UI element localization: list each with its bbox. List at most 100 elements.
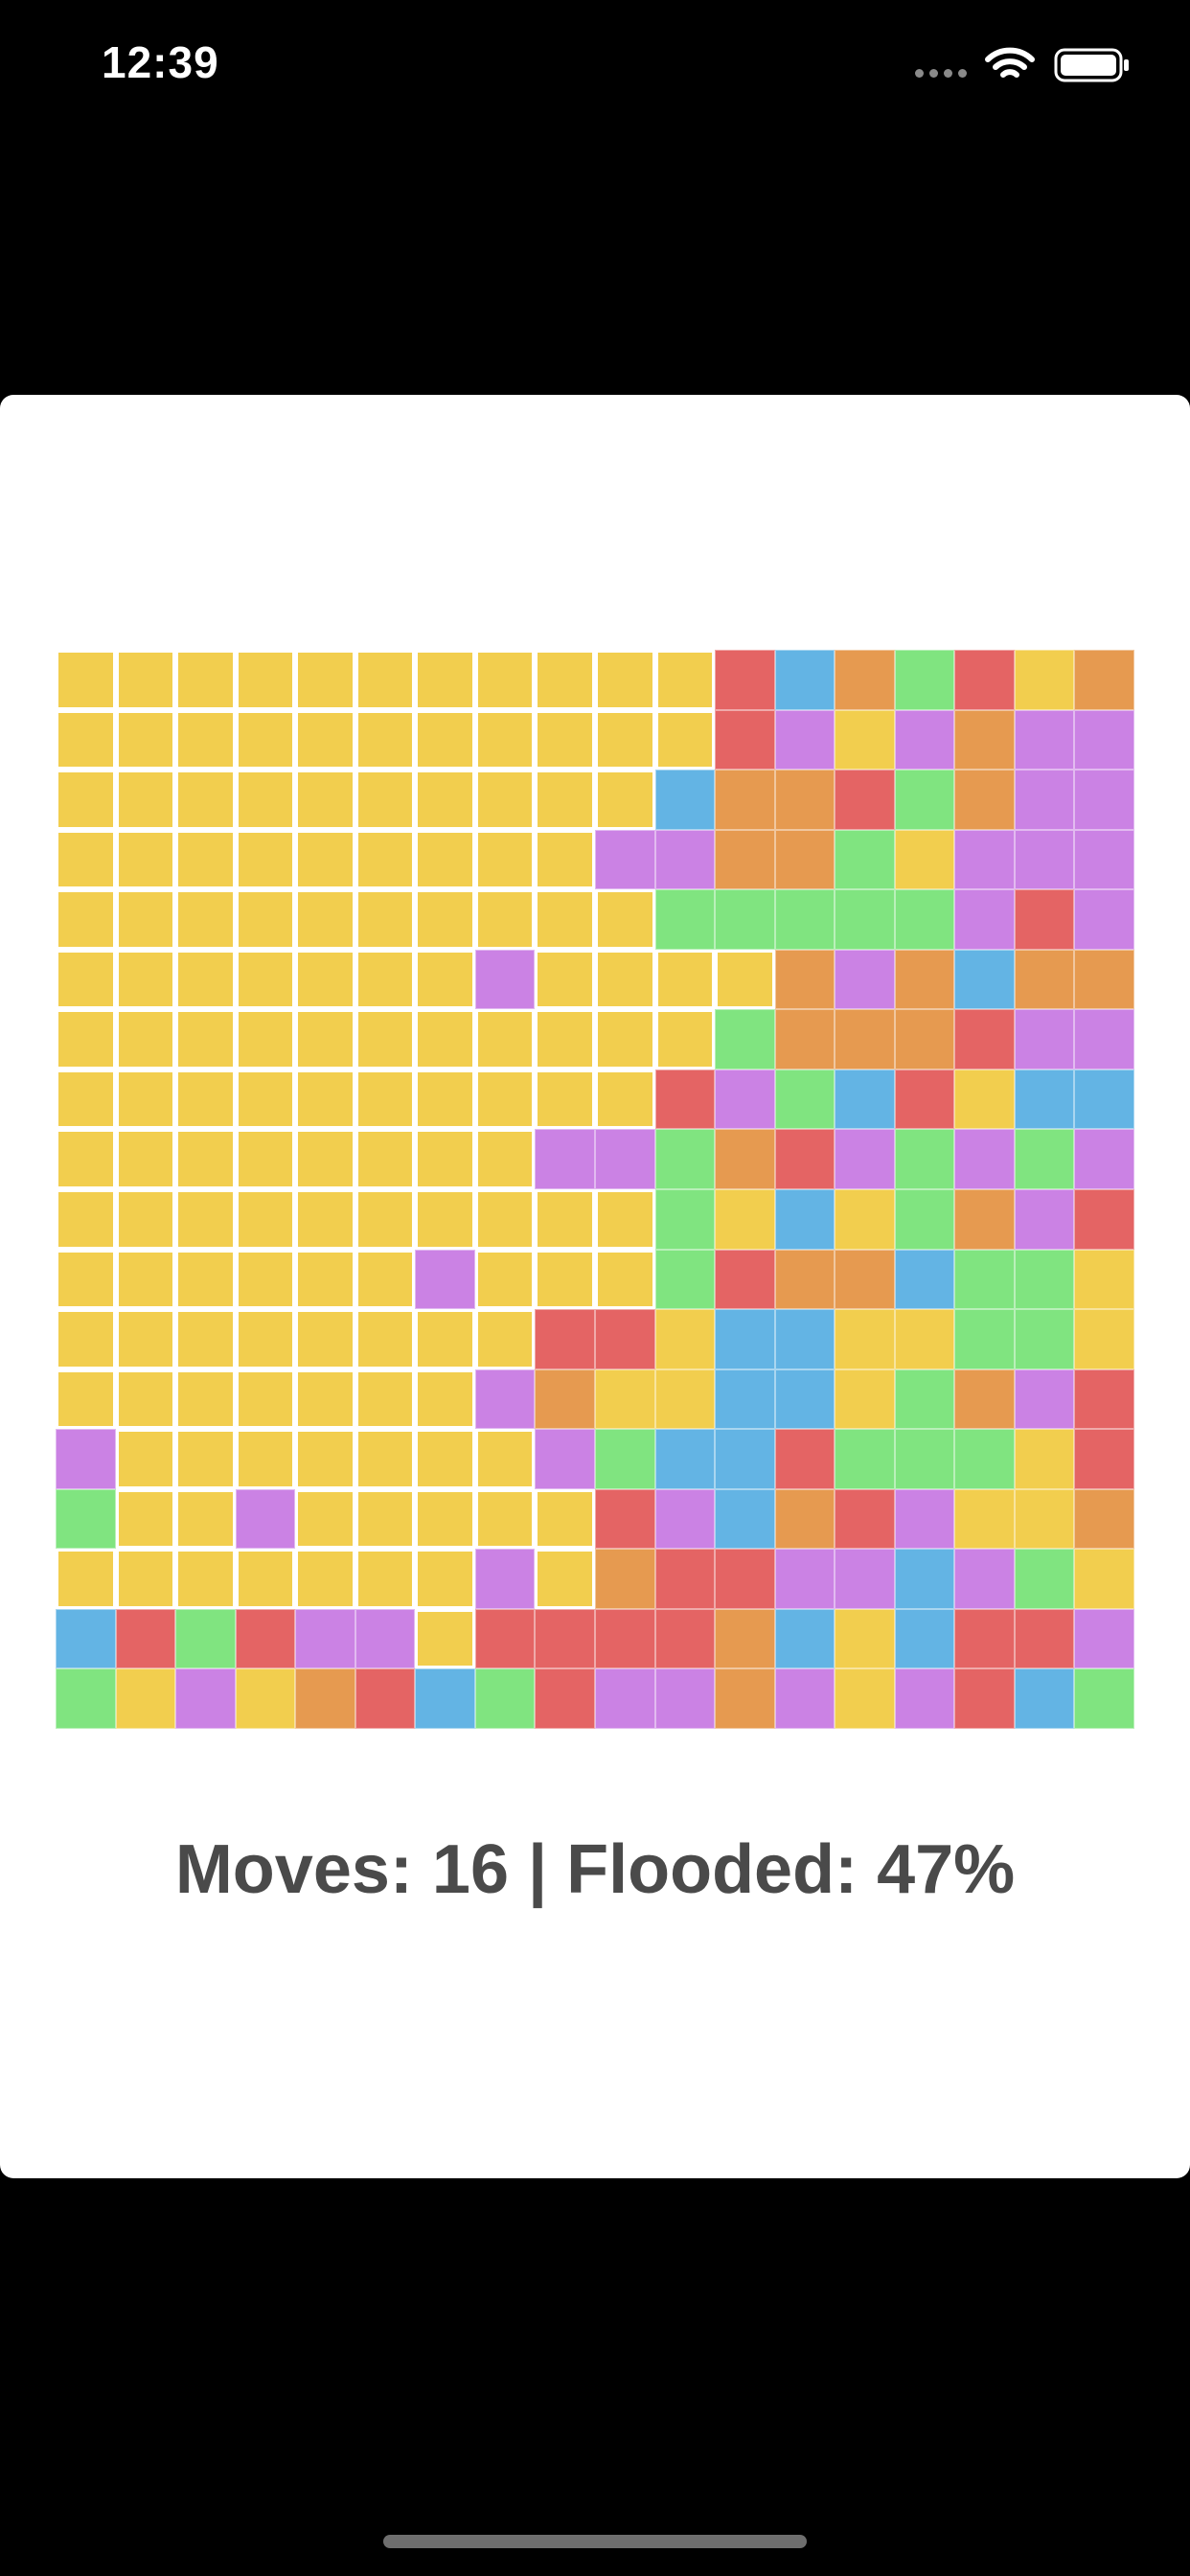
board-cell[interactable] (1074, 1069, 1134, 1130)
board-cell[interactable] (1074, 1549, 1134, 1609)
board-cell[interactable] (535, 889, 595, 950)
board-cell[interactable] (1014, 770, 1075, 830)
board-cell[interactable] (115, 949, 176, 1010)
board-cell[interactable] (954, 709, 1015, 770)
board-cell[interactable] (595, 709, 655, 770)
board-cell[interactable] (175, 1368, 236, 1430)
board-cell[interactable] (56, 1129, 116, 1189)
board-cell[interactable] (295, 889, 355, 950)
board-cell[interactable] (894, 1189, 955, 1250)
board-cell[interactable] (56, 1309, 116, 1369)
board-cell[interactable] (1074, 1249, 1134, 1310)
board-cell[interactable] (774, 1069, 835, 1130)
board-cell[interactable] (474, 889, 536, 950)
board-cell[interactable] (774, 1129, 835, 1189)
board-cell[interactable] (535, 709, 595, 770)
board-cell[interactable] (715, 650, 775, 710)
board-cell[interactable] (474, 1429, 536, 1489)
board-cell[interactable] (474, 1608, 536, 1669)
board-cell[interactable] (1074, 829, 1134, 890)
board-cell[interactable] (654, 1488, 716, 1550)
board-cell[interactable] (56, 1069, 116, 1130)
board-cell[interactable] (595, 1488, 655, 1550)
board-cell[interactable] (175, 770, 236, 830)
board-cell[interactable] (235, 889, 296, 950)
board-cell[interactable] (894, 1368, 955, 1430)
board-cell[interactable] (894, 1129, 955, 1189)
board-cell[interactable] (654, 949, 716, 1010)
board-cell[interactable] (56, 949, 116, 1010)
board-cell[interactable] (535, 1368, 595, 1430)
board-cell[interactable] (56, 1009, 116, 1070)
board-cell[interactable] (894, 889, 955, 950)
board-cell[interactable] (774, 1189, 835, 1250)
board-cell[interactable] (235, 1668, 296, 1729)
board-cell[interactable] (894, 1309, 955, 1369)
board-cell[interactable] (175, 1129, 236, 1189)
board-cell[interactable] (835, 1069, 895, 1130)
board-cell[interactable] (295, 1668, 355, 1729)
board-cell[interactable] (474, 650, 536, 710)
board-cell[interactable] (835, 1488, 895, 1550)
board-cell[interactable] (474, 1189, 536, 1250)
board-cell[interactable] (115, 1129, 176, 1189)
board-cell[interactable] (355, 650, 416, 710)
board-cell[interactable] (954, 1488, 1015, 1550)
board-cell[interactable] (235, 1009, 296, 1070)
board-cell[interactable] (835, 1429, 895, 1489)
board-cell[interactable] (535, 1488, 595, 1550)
board-cell[interactable] (175, 889, 236, 950)
board-cell[interactable] (774, 1608, 835, 1669)
board-cell[interactable] (954, 1368, 1015, 1430)
board-cell[interactable] (175, 1249, 236, 1310)
board-cell[interactable] (774, 770, 835, 830)
board-cell[interactable] (235, 770, 296, 830)
board-cell[interactable] (774, 1249, 835, 1310)
board-cell[interactable] (415, 889, 475, 950)
board-cell[interactable] (355, 1368, 416, 1430)
board-cell[interactable] (235, 1608, 296, 1669)
board-cell[interactable] (175, 1608, 236, 1669)
board-cell[interactable] (355, 1009, 416, 1070)
board-cell[interactable] (235, 1488, 296, 1550)
board-cell[interactable] (415, 1009, 475, 1070)
board-cell[interactable] (715, 1309, 775, 1369)
board-cell[interactable] (175, 709, 236, 770)
board-cell[interactable] (1074, 1309, 1134, 1369)
board-cell[interactable] (715, 1488, 775, 1550)
board-cell[interactable] (115, 1488, 176, 1550)
board-cell[interactable] (175, 1549, 236, 1609)
board-cell[interactable] (474, 1488, 536, 1550)
board-cell[interactable] (535, 829, 595, 890)
board-cell[interactable] (835, 709, 895, 770)
board-cell[interactable] (535, 1069, 595, 1130)
board-cell[interactable] (355, 770, 416, 830)
board-cell[interactable] (894, 650, 955, 710)
board-cell[interactable] (595, 949, 655, 1010)
board-cell[interactable] (175, 1189, 236, 1250)
board-cell[interactable] (1014, 1069, 1075, 1130)
board-cell[interactable] (115, 1189, 176, 1250)
board-cell[interactable] (175, 1069, 236, 1130)
board-cell[interactable] (595, 1009, 655, 1070)
board-cell[interactable] (1074, 1129, 1134, 1189)
board-cell[interactable] (175, 949, 236, 1010)
board-cell[interactable] (295, 1129, 355, 1189)
board-cell[interactable] (715, 1429, 775, 1489)
board-cell[interactable] (954, 829, 1015, 890)
board-cell[interactable] (894, 1009, 955, 1070)
board-cell[interactable] (415, 1129, 475, 1189)
board-cell[interactable] (474, 1309, 536, 1369)
board-cell[interactable] (415, 1189, 475, 1250)
board-cell[interactable] (715, 709, 775, 770)
board-cell[interactable] (355, 1309, 416, 1369)
board-cell[interactable] (954, 1189, 1015, 1250)
board-cell[interactable] (774, 829, 835, 890)
board-cell[interactable] (835, 889, 895, 950)
board-cell[interactable] (954, 1429, 1015, 1489)
board-cell[interactable] (654, 889, 716, 950)
board-cell[interactable] (295, 1069, 355, 1130)
board-cell[interactable] (894, 1608, 955, 1669)
board-cell[interactable] (355, 1129, 416, 1189)
board-cell[interactable] (415, 1249, 475, 1310)
